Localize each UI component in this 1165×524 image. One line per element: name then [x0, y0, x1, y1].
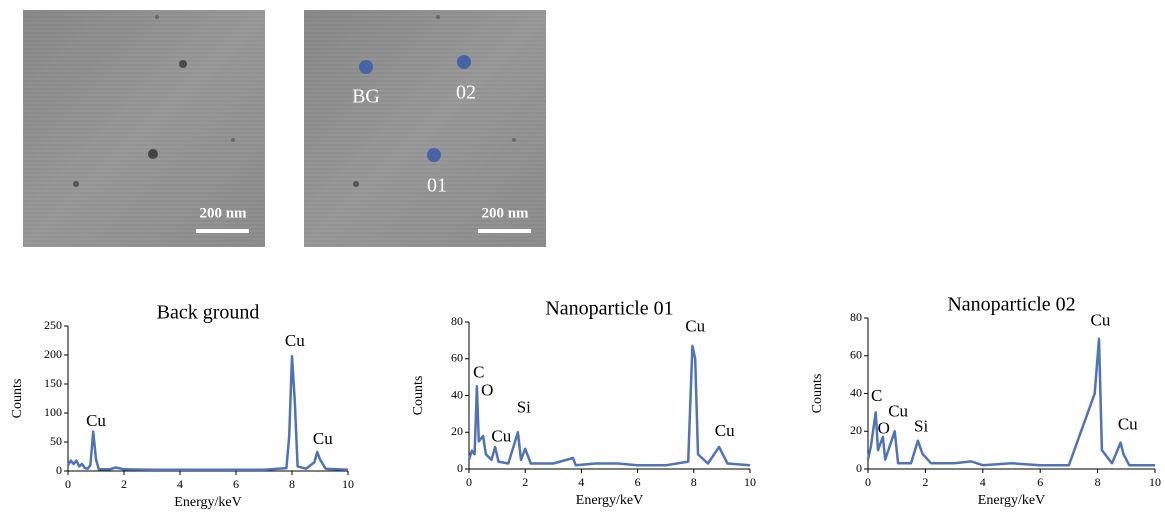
peak-label: Cu [86, 411, 106, 430]
y-tick-label: 20 [451, 424, 463, 438]
y-tick-label: 40 [850, 385, 862, 399]
peak-label: C [473, 362, 484, 381]
spectrum-line [66, 354, 349, 472]
peak-label: Cu [888, 401, 908, 420]
y-tick-label: 0 [856, 461, 862, 475]
chart-title: Nanoparticle 02 [947, 294, 1075, 316]
x-tick-label: 8 [691, 475, 697, 489]
y-tick-label: 80 [850, 310, 862, 324]
peak-label: Cu [1091, 311, 1111, 330]
peak-label: Cu [1118, 414, 1138, 433]
scale-bar-label: 200 nm [481, 205, 529, 221]
chart-title: Nanoparticle 01 [545, 298, 673, 320]
y-tick-label: 0 [457, 461, 463, 475]
y-tick-label: 60 [850, 348, 862, 362]
x-tick-label: 6 [1037, 475, 1043, 489]
x-axis-label: Energy/keV [576, 493, 643, 508]
y-axis-label: Counts [10, 379, 25, 419]
y-tick-label: 100 [44, 405, 62, 419]
x-tick-label: 2 [121, 477, 127, 491]
x-tick-label: 0 [65, 477, 71, 491]
peak-label: Cu [715, 421, 735, 440]
peak-label: Cu [285, 331, 305, 350]
y-axis-label: Counts [810, 374, 825, 414]
y-tick-label: 40 [451, 387, 463, 401]
x-axis-label: Energy/keV [174, 495, 241, 510]
x-tick-label: 10 [744, 475, 756, 489]
x-tick-label: 8 [1095, 475, 1101, 489]
peak-label: Cu [491, 427, 511, 446]
peak-label: C [871, 386, 882, 405]
micrograph [304, 10, 546, 247]
y-tick-label: 200 [44, 347, 62, 361]
chart-title: Back ground [157, 302, 260, 324]
x-axis-label: Energy/keV [978, 493, 1045, 508]
x-tick-label: 10 [342, 477, 354, 491]
peak-label: Cu [685, 316, 705, 335]
point-label: 01 [427, 175, 447, 197]
y-tick-label: 60 [451, 351, 463, 365]
x-tick-label: 0 [865, 475, 871, 489]
peak-label: Cu [313, 429, 333, 448]
y-tick-label: 20 [850, 423, 862, 437]
x-tick-label: 4 [980, 475, 986, 489]
y-tick-label: 250 [44, 318, 62, 332]
x-tick-label: 6 [233, 477, 239, 491]
x-tick-label: 0 [466, 475, 472, 489]
point-label: 02 [456, 82, 476, 104]
x-tick-label: 10 [1149, 475, 1161, 489]
y-tick-label: 0 [56, 463, 62, 477]
y-tick-label: 150 [44, 376, 62, 390]
peak-label: Si [517, 397, 531, 416]
x-tick-label: 6 [635, 475, 641, 489]
x-tick-label: 2 [922, 475, 928, 489]
micrograph [23, 10, 265, 247]
x-tick-label: 4 [578, 475, 584, 489]
y-tick-label: 80 [451, 314, 463, 328]
point-label: BG [352, 86, 380, 108]
y-axis-label: Counts [411, 376, 426, 416]
x-tick-label: 2 [522, 475, 528, 489]
x-tick-label: 8 [289, 477, 295, 491]
peak-label: Si [914, 416, 928, 435]
x-tick-label: 4 [177, 477, 183, 491]
peak-label: O [481, 381, 493, 400]
y-tick-label: 50 [50, 434, 62, 448]
peak-label: O [878, 418, 890, 437]
scale-bar-label: 200 nm [199, 205, 247, 221]
spectrum-line [467, 344, 751, 467]
spectrum-line [866, 337, 1155, 467]
